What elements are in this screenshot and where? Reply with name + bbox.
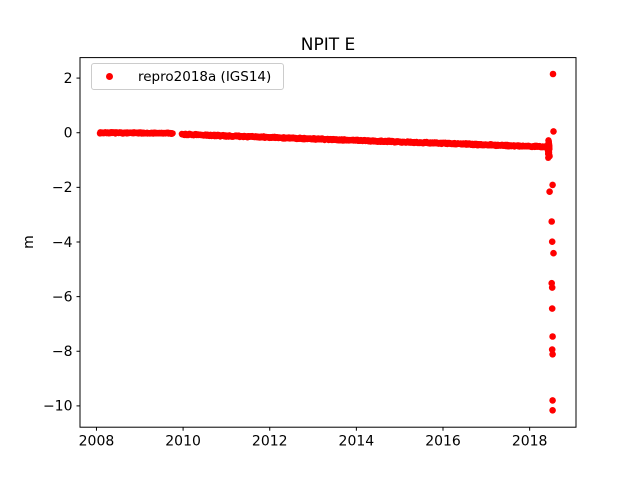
data-point bbox=[546, 153, 553, 160]
data-point bbox=[545, 137, 552, 144]
scatter-points bbox=[96, 70, 557, 414]
data-point bbox=[549, 397, 556, 404]
y-axis-label: m bbox=[21, 235, 37, 249]
axes-frame bbox=[79, 57, 577, 428]
data-point bbox=[548, 305, 556, 312]
x-tick-label: 2016 bbox=[425, 434, 461, 450]
y-tick-label: −2 bbox=[52, 180, 73, 196]
y-tick-label: −10 bbox=[43, 399, 73, 415]
data-point bbox=[550, 249, 557, 257]
x-tick-label: 2012 bbox=[252, 434, 288, 450]
data-point bbox=[546, 143, 553, 150]
legend-marker-icon bbox=[106, 73, 113, 80]
data-point bbox=[549, 351, 556, 358]
x-tick-label: 2018 bbox=[512, 434, 548, 450]
x-tick-label: 2014 bbox=[339, 434, 375, 450]
data-point bbox=[550, 128, 557, 135]
data-point bbox=[549, 407, 556, 414]
y-tick-label: 0 bbox=[64, 126, 73, 142]
data-point bbox=[549, 70, 557, 78]
y-tick-label: 2 bbox=[64, 71, 73, 87]
x-tick-label: 2008 bbox=[79, 434, 115, 450]
data-point bbox=[549, 333, 556, 340]
legend-label: repro2018a (IGS14) bbox=[138, 68, 272, 85]
data-point bbox=[548, 218, 555, 225]
x-tick-label: 2010 bbox=[165, 434, 201, 450]
y-tick-label: −4 bbox=[52, 235, 73, 251]
data-point bbox=[548, 284, 556, 291]
y-axis: 2 0 −2 −4 −6 −8 −10 bbox=[43, 71, 80, 415]
x-axis: 2008 2010 2012 2014 2016 2018 bbox=[79, 427, 548, 450]
y-tick-label: −8 bbox=[52, 344, 73, 360]
data-point bbox=[548, 238, 556, 245]
data-point bbox=[546, 188, 553, 195]
legend: repro2018a (IGS14) bbox=[91, 63, 285, 90]
chart-title: NPIT E bbox=[300, 35, 356, 55]
data-point bbox=[169, 130, 176, 137]
data-point bbox=[549, 181, 556, 189]
y-tick-label: −6 bbox=[52, 289, 73, 305]
